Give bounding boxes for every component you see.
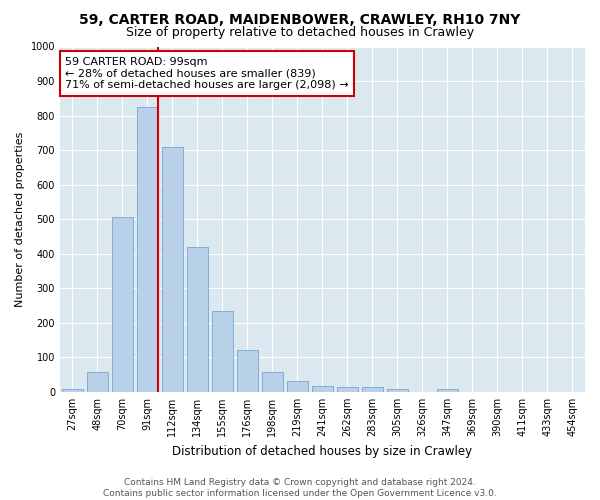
Bar (287, 380, 308, 392)
Bar (212, 312, 233, 392)
Text: 59 CARTER ROAD: 99sqm
← 28% of detached houses are smaller (839)
71% of semi-det: 59 CARTER ROAD: 99sqm ← 28% of detached … (65, 57, 349, 90)
Bar (162, 146, 183, 392)
Bar (137, 107, 158, 392)
Bar (112, 218, 133, 392)
Y-axis label: Number of detached properties: Number of detached properties (15, 132, 25, 307)
Text: 59, CARTER ROAD, MAIDENBOWER, CRAWLEY, RH10 7NY: 59, CARTER ROAD, MAIDENBOWER, CRAWLEY, R… (79, 12, 521, 26)
Bar (387, 389, 408, 392)
Bar (237, 350, 258, 392)
X-axis label: Distribution of detached houses by size in Crawley: Distribution of detached houses by size … (172, 444, 473, 458)
Text: Contains HM Land Registry data © Crown copyright and database right 2024.
Contai: Contains HM Land Registry data © Crown c… (103, 478, 497, 498)
Bar (362, 386, 383, 392)
Bar (437, 389, 458, 392)
Bar (187, 247, 208, 392)
Bar (262, 372, 283, 392)
Bar (62, 389, 83, 392)
Bar (87, 372, 108, 392)
Text: Size of property relative to detached houses in Crawley: Size of property relative to detached ho… (126, 26, 474, 39)
Bar (312, 386, 333, 392)
Bar (337, 386, 358, 392)
